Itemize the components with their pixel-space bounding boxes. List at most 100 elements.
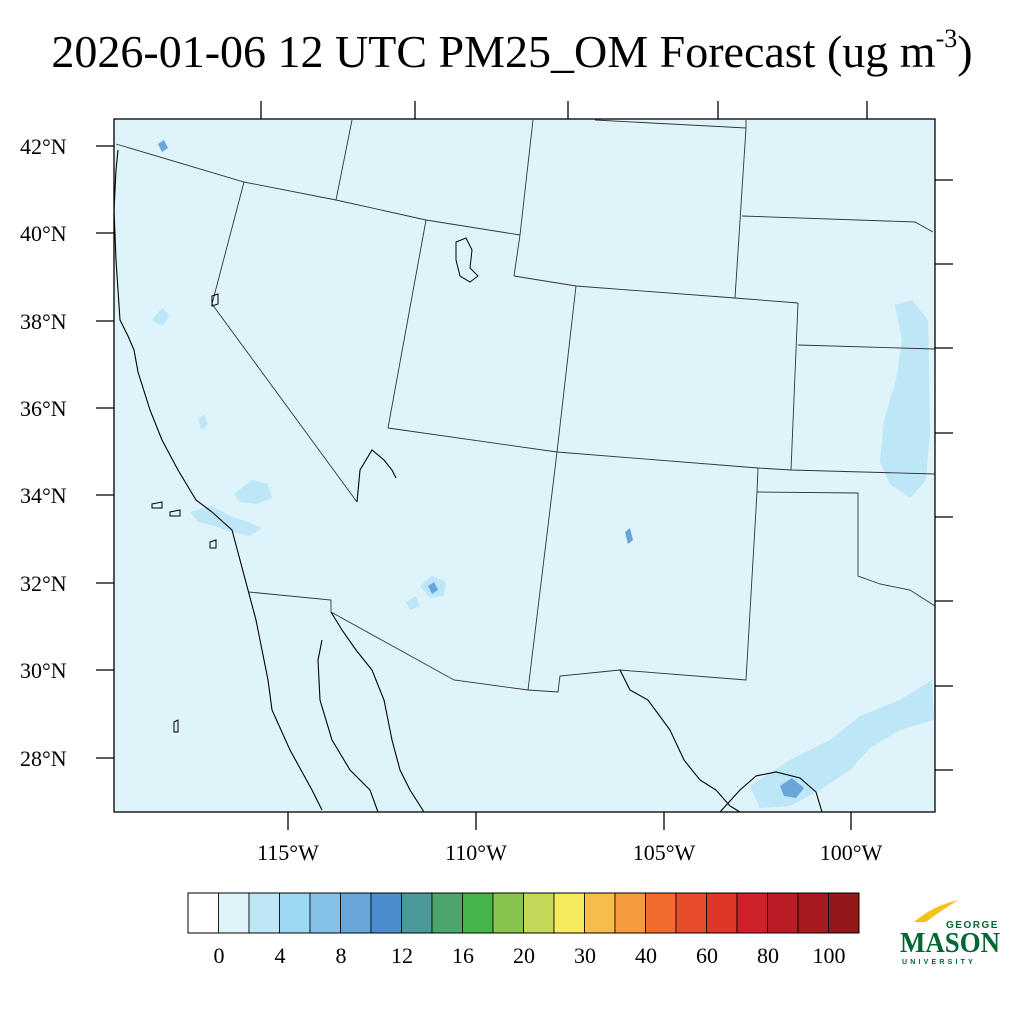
- border-idaho-east: [335, 119, 353, 201]
- colorbar-swatch: [828, 892, 860, 934]
- coast-gulf-california-east: [330, 611, 425, 813]
- patch-central-valley: [152, 308, 170, 326]
- river-colorado: [356, 449, 397, 503]
- border-montana: [594, 119, 747, 129]
- lon-label-115: 115°W: [257, 840, 319, 865]
- patch-south-texas: [750, 680, 934, 808]
- logo-mason: MASON: [900, 928, 1000, 959]
- border-wyoming-west: [513, 119, 534, 277]
- logo-swoosh-icon: [914, 900, 958, 922]
- colorbar-swatch: [218, 892, 250, 934]
- coast-gulf-california-west: [317, 639, 379, 813]
- colorbar-boxes: [187, 892, 860, 934]
- title-text: 2026-01-06 12 UTC PM25_OM Forecast (ug m: [51, 26, 936, 77]
- colorbar-label-4: 4: [275, 943, 286, 968]
- axis-ticks: [96, 101, 953, 830]
- great-salt-lake: [455, 237, 479, 283]
- border-mexico-arizona: [330, 611, 529, 691]
- colorbar-swatch: [767, 892, 799, 934]
- colorbar-swatch: [431, 892, 463, 934]
- longitude-labels: 115°W 110°W 105°W 100°W: [257, 840, 882, 865]
- lon-label-105: 105°W: [633, 840, 696, 865]
- logo-university: UNIVERSITY: [902, 959, 976, 966]
- colorbar-swatch: [645, 892, 677, 934]
- george-mason-logo: GEORGE MASON UNIVERSITY: [900, 900, 1000, 966]
- colorbar-swatch: [736, 892, 768, 934]
- map-frame-group: 42°N 40°N 38°N 36°N 34°N 32°N 30°N 28°N …: [20, 101, 953, 865]
- colorbar-swatch: [340, 892, 372, 934]
- lat-label-40: 40°N: [20, 221, 67, 246]
- river-rio-grande: [619, 669, 741, 813]
- colorbar-swatch: [706, 892, 738, 934]
- channel-island-3: [209, 539, 217, 549]
- border-colorado-west: [556, 285, 577, 453]
- logo-george: GEORGE: [946, 920, 999, 931]
- colorbar-swatch: [309, 892, 341, 934]
- patch-tucson: [406, 596, 420, 610]
- border-wyoming-south: [513, 275, 799, 304]
- colorbar-swatch: [370, 892, 402, 934]
- border-south-dakota: [741, 215, 934, 233]
- colorbar-swatch: [248, 892, 280, 934]
- colorbar-swatch: [462, 892, 494, 934]
- lat-label-42: 42°N: [20, 134, 67, 159]
- colorbar-label-20: 20: [513, 943, 535, 968]
- channel-island-2: [169, 509, 181, 517]
- colorbar-label-8: 8: [336, 943, 347, 968]
- colorbar-outline: [187, 892, 860, 934]
- map-background: [114, 119, 935, 812]
- colorbar-label-16: 16: [452, 943, 474, 968]
- lat-label-30: 30°N: [20, 658, 67, 683]
- colorbar-swatch: [614, 892, 646, 934]
- colorbar-label-60: 60: [696, 943, 718, 968]
- colorbar-swatch: [187, 892, 219, 934]
- colorbar-swatch: [279, 892, 311, 934]
- colorbar-swatch: [584, 892, 616, 934]
- lon-label-100: 100°W: [820, 840, 883, 865]
- border-colorado-east: [790, 302, 799, 471]
- patch-reno: [198, 414, 208, 430]
- patch-east-kansas: [880, 300, 930, 498]
- border-wyoming-east: [734, 127, 747, 299]
- colorbar-swatch: [492, 892, 524, 934]
- border-arizona-newmexico: [527, 451, 558, 691]
- coast-california: [113, 149, 323, 811]
- hotspot-new-mexico: [625, 528, 633, 544]
- state-borders: [115, 119, 936, 693]
- border-mexico-california: [248, 591, 332, 612]
- lat-label-36: 36°N: [20, 396, 67, 421]
- lat-label-38: 38°N: [20, 309, 67, 334]
- colorbar-label-30: 30: [574, 943, 596, 968]
- island-guadalupe: [173, 719, 179, 733]
- border-utah-west: [387, 219, 427, 429]
- coast-texas-gulf: [719, 771, 823, 813]
- border-oklahoma: [756, 491, 936, 607]
- lat-label-28: 28°N: [20, 746, 67, 771]
- patch-southern-california: [190, 506, 262, 536]
- colorbar-labels: 0 4 8 12 16 20 30 40 60 80 100: [214, 943, 846, 968]
- colorbar-label-40: 40: [635, 943, 657, 968]
- title-close: ): [957, 26, 973, 77]
- colorbar-swatch: [797, 892, 829, 934]
- colorbar-label-12: 12: [391, 943, 413, 968]
- channel-island-1: [151, 501, 163, 509]
- lat-label-32: 32°N: [20, 571, 67, 596]
- colorbar-swatch: [675, 892, 707, 934]
- colorbar-swatch: [523, 892, 555, 934]
- coastlines: [113, 149, 823, 813]
- colorbar-label-0: 0: [214, 943, 225, 968]
- hotspot-phoenix: [428, 582, 438, 594]
- border-nebraska-kansas: [797, 344, 936, 350]
- map-title: 2026-01-06 12 UTC PM25_OM Forecast (ug m…: [0, 22, 1024, 82]
- map-border: [113, 118, 936, 813]
- colorbar-label-100: 100: [813, 943, 846, 968]
- hotspot-idaho: [158, 140, 168, 152]
- colorbar-swatch: [401, 892, 433, 934]
- lat-label-34: 34°N: [20, 483, 67, 508]
- hotspot-south-texas: [780, 778, 804, 798]
- lake-tahoe: [211, 293, 219, 307]
- concentration-hotspots: [158, 140, 804, 798]
- forecast-map: 42°N 40°N 38°N 36°N 34°N 32°N 30°N 28°N …: [20, 101, 953, 865]
- colorbar-label-80: 80: [757, 943, 779, 968]
- patch-inland-empire: [234, 480, 272, 504]
